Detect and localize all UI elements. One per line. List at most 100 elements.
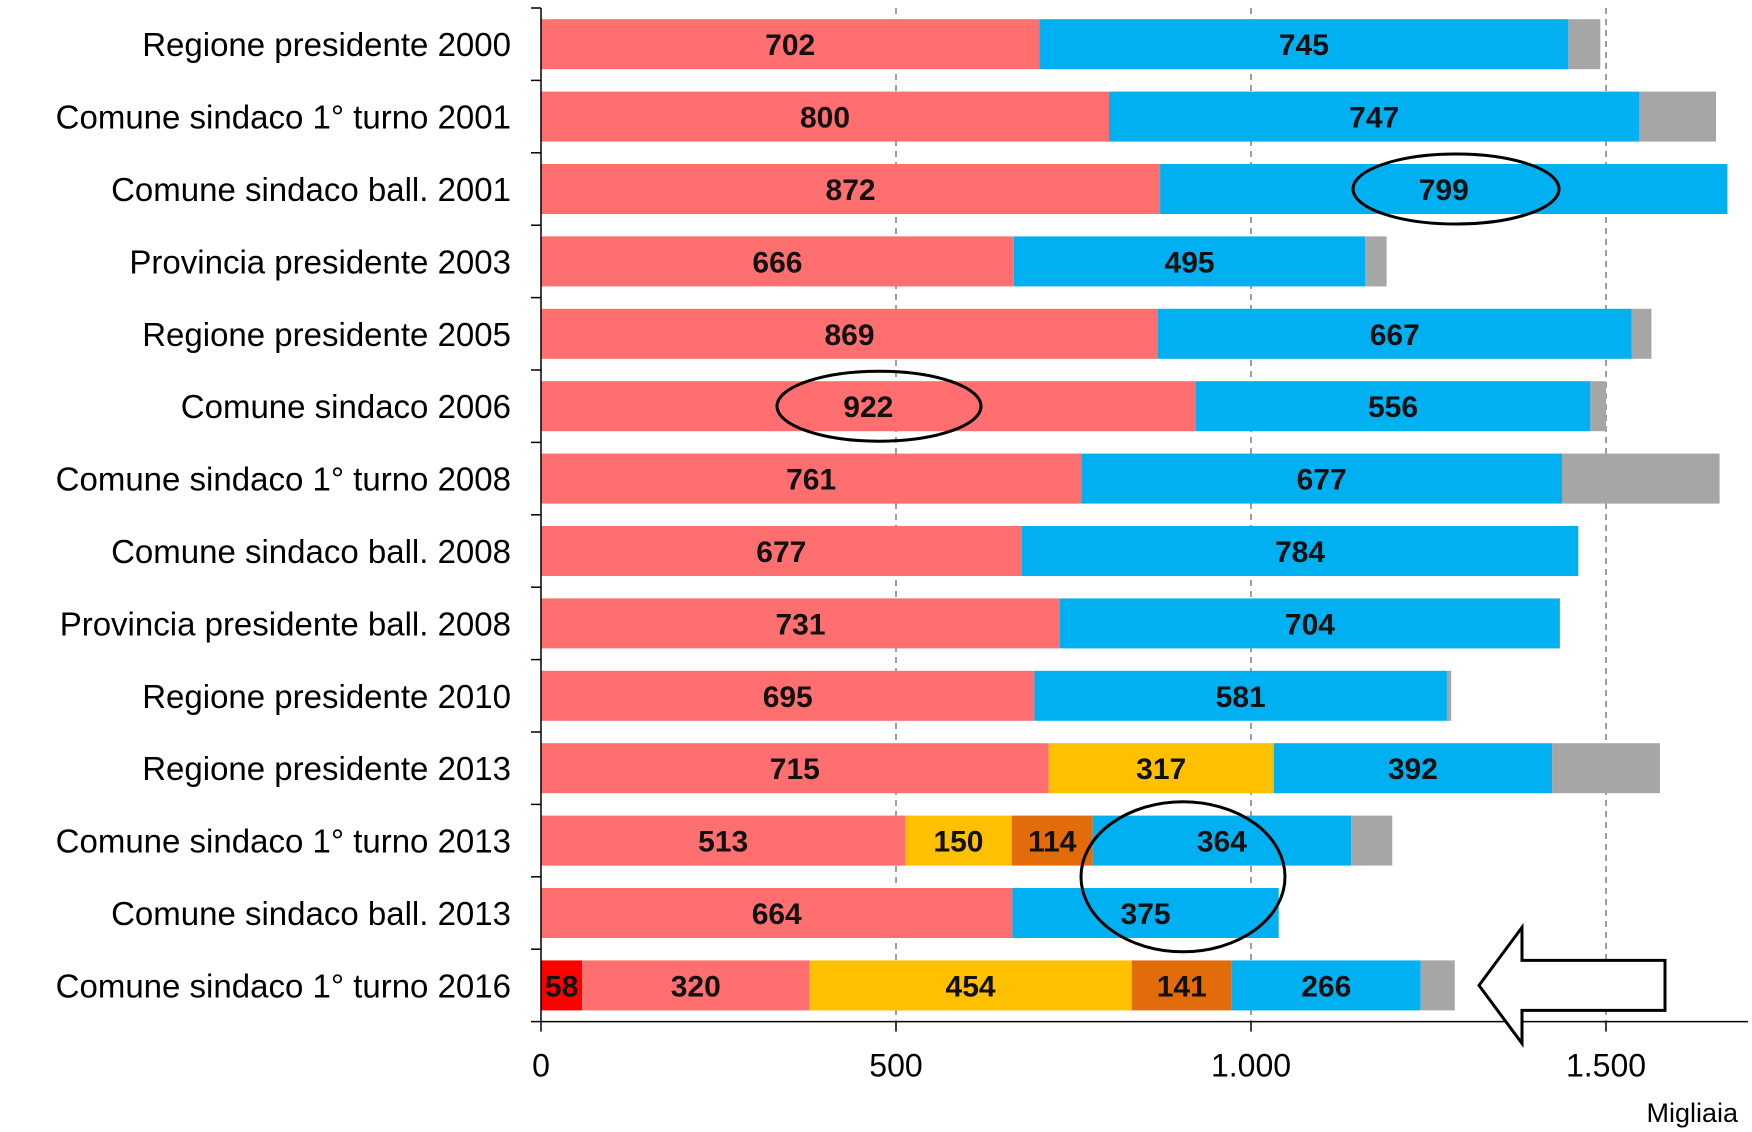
bar-segment-13-5 (1420, 960, 1455, 1011)
x-tick-label-1000: 1.000 (1211, 1048, 1291, 1084)
bar-segment-0-5 (1568, 19, 1601, 70)
category-label-13: Comune sindaco 1° turno 2016 (56, 967, 511, 1004)
bar-segment-12-1 (541, 888, 1013, 938)
bar-segment-13-3 (1131, 960, 1232, 1011)
data-label-10-1: 715 (770, 753, 820, 786)
bar-segment-10-5 (1552, 743, 1660, 794)
bar-segment-6-5 (1561, 453, 1720, 504)
data-label-0-4: 745 (1279, 29, 1329, 62)
bar-segment-1-5 (1639, 91, 1717, 142)
highlight-ellipse-2001 (1351, 152, 1561, 226)
bar-segment-0-1 (541, 19, 1040, 70)
data-label-3-4: 495 (1165, 246, 1215, 279)
bar-segment-5-4 (1195, 381, 1591, 432)
bar-segment-5-5 (1590, 381, 1606, 432)
bar-segment-12-4 (1012, 888, 1279, 938)
bar-segment-10-4 (1273, 743, 1553, 794)
arrow-icon (1477, 922, 1667, 1048)
bar-segment-4-5 (1631, 308, 1652, 359)
data-label-7-4: 784 (1275, 536, 1325, 569)
grid-lines (895, 8, 1607, 1022)
x-tick-label-0: 0 (532, 1048, 550, 1084)
bar-segment-7-1 (541, 526, 1022, 576)
bar-segment-2-4 (1160, 164, 1728, 214)
bar-segment-5-1 (541, 381, 1196, 432)
bar-segment-4-1 (541, 308, 1158, 359)
x-tick-label-1500: 1.500 (1566, 1048, 1646, 1084)
data-label-13-3: 141 (1157, 970, 1207, 1003)
bar-segment-13-0 (541, 960, 583, 1011)
data-label-9-4: 581 (1216, 681, 1266, 714)
data-label-0-1: 702 (765, 29, 815, 62)
bar-segment-11-5 (1351, 815, 1393, 866)
data-label-11-4: 364 (1197, 826, 1247, 859)
bar-segment-0-4 (1039, 19, 1569, 70)
bar-segment-3-4 (1013, 236, 1366, 287)
data-label-13-1: 320 (671, 970, 721, 1003)
category-label-7: Comune sindaco ball. 2008 (111, 533, 511, 570)
data-label-7-1: 677 (756, 536, 806, 569)
x-tick-label-500: 500 (869, 1048, 922, 1084)
data-label-11-1: 513 (698, 826, 748, 859)
bar-segment-11-2 (905, 815, 1012, 866)
data-label-2-1: 872 (826, 174, 876, 207)
bar-segment-8-4 (1060, 598, 1560, 649)
annotations (775, 152, 1667, 1048)
bar-segment-7-4 (1021, 526, 1579, 576)
bar-segment-9-1 (541, 670, 1035, 721)
category-label-3: Provincia presidente 2003 (129, 243, 511, 280)
bar-segment-10-1 (541, 743, 1049, 794)
data-label-6-1: 761 (786, 464, 836, 497)
data-label-10-4: 392 (1388, 753, 1438, 786)
category-label-6: Comune sindaco 1° turno 2008 (56, 461, 511, 498)
bar-segment-11-1 (541, 815, 906, 866)
data-label-6-4: 677 (1297, 464, 1347, 497)
category-label-2: Comune sindaco ball. 2001 (111, 171, 511, 208)
data-label-10-2: 317 (1136, 753, 1186, 786)
data-label-5-1: 922 (843, 391, 893, 424)
data-label-13-0: 58 (545, 970, 578, 1003)
data-label-4-4: 667 (1370, 319, 1420, 352)
unit-label: Migliaia (1646, 1098, 1739, 1128)
data-label-11-2: 150 (933, 826, 983, 859)
category-label-9: Regione presidente 2010 (142, 678, 511, 715)
data-label-13-2: 454 (946, 970, 996, 1003)
bar-segment-3-1 (541, 236, 1014, 287)
highlight-ellipse-2006 (775, 369, 983, 443)
category-label-11: Comune sindaco 1° turno 2013 (56, 823, 511, 860)
data-label-1-1: 800 (800, 102, 850, 135)
category-label-5: Comune sindaco 2006 (181, 388, 511, 425)
data-label-12-4: 375 (1121, 898, 1171, 931)
category-label-10: Regione presidente 2013 (142, 750, 511, 787)
bar-segment-6-4 (1081, 453, 1562, 504)
bar-segment-2-1 (541, 164, 1161, 214)
labels: 702 745 Regione presidente 2000 800 747 Comun… (56, 26, 1646, 1083)
data-label-3-1: 666 (752, 246, 802, 279)
data-label-1-4: 747 (1349, 102, 1399, 135)
bar-segment-9-4 (1034, 670, 1447, 721)
category-label-4: Regione presidente 2005 (142, 316, 511, 353)
category-label-8: Provincia presidente ball. 2008 (60, 605, 511, 642)
highlight-ellipse-2013 (1079, 800, 1287, 954)
bar-segment-13-1 (582, 960, 810, 1011)
data-label-2-4: 799 (1419, 174, 1469, 207)
axes (531, 7, 1748, 1032)
data-label-8-1: 731 (775, 608, 825, 641)
data-label-9-1: 695 (763, 681, 813, 714)
bar-segment-1-1 (541, 91, 1109, 142)
data-label-12-1: 664 (752, 898, 802, 931)
bars (541, 19, 1728, 1011)
bar-segment-13-2 (809, 960, 1132, 1011)
bar-segment-1-4 (1109, 91, 1640, 142)
bar-segment-8-1 (541, 598, 1061, 649)
data-label-5-4: 556 (1368, 391, 1418, 424)
data-label-13-4: 266 (1301, 970, 1351, 1003)
bar-segment-11-3 (1011, 815, 1093, 866)
category-label-1: Comune sindaco 1° turno 2001 (56, 99, 511, 136)
bar-segment-3-5 (1365, 236, 1387, 287)
data-label-11-3: 114 (1028, 826, 1077, 859)
bar-segment-9-5 (1446, 670, 1452, 721)
data-label-4-1: 869 (824, 319, 874, 352)
bar-segment-13-4 (1231, 960, 1421, 1011)
